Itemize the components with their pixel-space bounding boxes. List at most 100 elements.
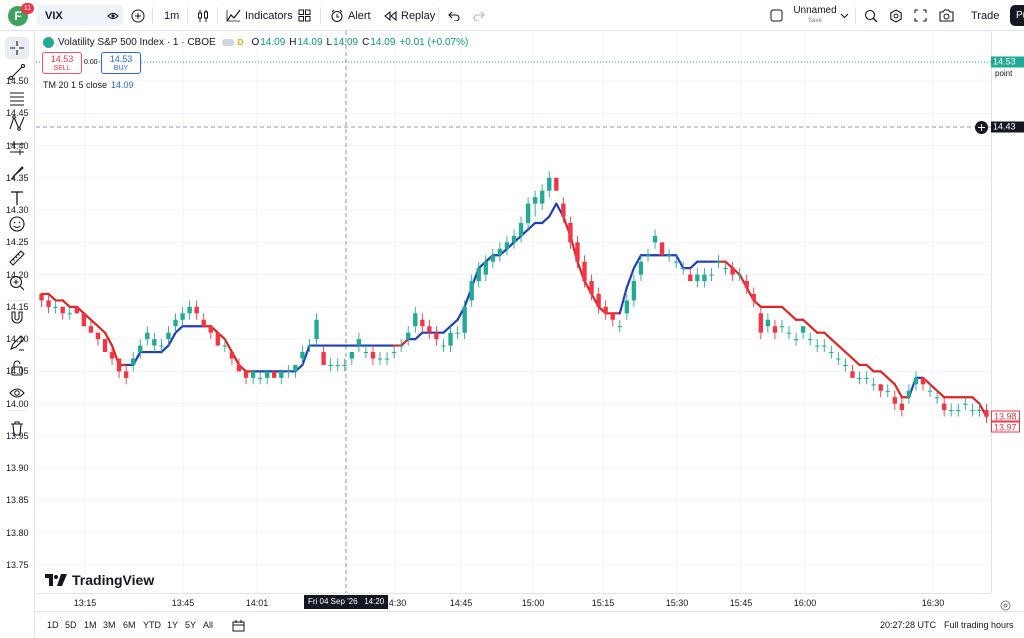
spread-value: 0.00 xyxy=(84,59,98,66)
price-axis-unit[interactable]: point xyxy=(995,69,1013,78)
snapshot-camera-icon[interactable] xyxy=(939,0,954,31)
crosshair-tool-icon[interactable] xyxy=(5,37,29,59)
tm-line-segment xyxy=(47,292,57,302)
market-open-status-icon[interactable] xyxy=(43,36,54,48)
trend-line-tool-icon[interactable] xyxy=(5,61,29,83)
candle xyxy=(956,403,961,417)
range-button-1d[interactable]: 1D xyxy=(47,620,59,630)
axis-settings-icon[interactable] xyxy=(1000,598,1011,616)
symbol-eye-icon[interactable] xyxy=(107,0,119,31)
symbol-title[interactable]: Volatility S&P 500 Index · 1 · CBOE xyxy=(58,36,216,48)
notification-badge[interactable]: 11 xyxy=(21,3,34,14)
buy-button[interactable]: 14.53 BUY xyxy=(101,52,141,74)
sell-button[interactable]: 14.53 SELL xyxy=(42,52,82,74)
candle xyxy=(871,377,876,391)
time-axis[interactable] xyxy=(36,593,991,610)
candle-body xyxy=(645,255,651,257)
redo-icon[interactable] xyxy=(473,0,485,31)
compare-add-icon[interactable] xyxy=(131,0,145,31)
crosshair-add-icon[interactable] xyxy=(975,121,988,134)
candle-body xyxy=(413,313,418,327)
emoji-icon[interactable] xyxy=(5,213,29,235)
candle xyxy=(321,345,326,365)
zoom-in-icon[interactable] xyxy=(5,272,29,294)
range-button-1y[interactable]: 1Y xyxy=(167,620,179,630)
candle xyxy=(934,390,940,404)
range-button-all[interactable]: All xyxy=(203,620,214,630)
lock-drawings-icon[interactable] xyxy=(5,357,29,379)
trade-button[interactable]: Trade xyxy=(971,0,999,31)
ruler-measure-icon[interactable] xyxy=(5,247,29,269)
candle-body xyxy=(483,261,488,275)
range-button-6m[interactable]: 6M xyxy=(123,620,136,630)
candle xyxy=(335,358,340,372)
price-axis[interactable]: point xyxy=(991,31,1024,593)
candle-body xyxy=(46,300,51,307)
undo-icon[interactable] xyxy=(448,0,460,31)
replay-button[interactable]: Replay xyxy=(384,0,435,31)
publish-button[interactable]: Pu xyxy=(1010,5,1024,26)
pattern-tool-icon[interactable] xyxy=(5,112,29,134)
brush-tool-icon[interactable] xyxy=(5,162,29,184)
candle-body xyxy=(920,377,926,385)
alert-button[interactable]: Alert xyxy=(330,0,371,31)
candle xyxy=(116,358,122,378)
tm-line-segment xyxy=(879,370,889,379)
candle xyxy=(314,313,319,346)
range-button-ytd[interactable]: YTD xyxy=(143,620,161,630)
text-tool-icon[interactable] xyxy=(5,187,29,209)
layout-checkbox-icon[interactable] xyxy=(770,0,783,31)
range-button-5y[interactable]: 5Y xyxy=(185,620,197,630)
magnet-icon[interactable] xyxy=(5,307,29,329)
candle-body xyxy=(229,352,235,359)
candle-body xyxy=(822,345,827,347)
fullscreen-icon[interactable] xyxy=(914,0,927,31)
range-button-3m[interactable]: 3M xyxy=(103,620,116,630)
range-button-1m[interactable]: 1M xyxy=(84,620,97,630)
remove-drawings-trash-icon[interactable] xyxy=(5,417,29,439)
stay-in-drawing-mode-icon[interactable] xyxy=(5,332,29,354)
hide-drawings-eye-icon[interactable] xyxy=(5,382,29,404)
fib-retracement-tool-icon[interactable] xyxy=(5,87,29,109)
settings-gear-icon[interactable] xyxy=(889,0,903,31)
candle xyxy=(455,326,460,340)
interval-button[interactable]: 1m xyxy=(164,0,179,31)
candle xyxy=(286,364,291,378)
templates-icon[interactable] xyxy=(298,0,311,31)
date-range-calendar-icon[interactable] xyxy=(232,619,245,637)
tm-line-segment xyxy=(61,299,71,308)
candle-body xyxy=(131,358,136,365)
candle xyxy=(391,345,397,359)
tm-line-segment xyxy=(787,312,798,321)
candle-body xyxy=(67,313,72,315)
tm-line-segment xyxy=(936,389,946,399)
quick-search-icon[interactable] xyxy=(864,0,878,31)
session-selector[interactable]: Full trading hours xyxy=(944,620,1014,630)
indicators-button[interactable]: Indicators xyxy=(226,0,293,31)
layout-name-button[interactable]: Unnamed Save xyxy=(790,5,840,25)
candle-body xyxy=(173,319,178,327)
candle xyxy=(822,339,827,353)
chart-type-candles-icon[interactable] xyxy=(196,0,210,31)
symbol-search-input[interactable]: VIX xyxy=(37,5,123,26)
forecasting-tool-icon[interactable] xyxy=(5,137,29,159)
candle-body xyxy=(152,339,157,346)
indicators-label: Indicators xyxy=(245,9,293,22)
indicator-legend[interactable]: TM 20 1 5 close 14.09 xyxy=(43,80,134,90)
sell-label: SELL xyxy=(53,65,71,72)
candle xyxy=(920,377,926,391)
candle xyxy=(885,384,890,398)
utc-clock[interactable]: 20:27:28 UTC xyxy=(880,620,937,630)
tm-line-segment xyxy=(886,376,896,386)
indicator-value: 14.09 xyxy=(111,80,134,90)
layout-chevron-down-icon[interactable] xyxy=(840,0,849,31)
candle xyxy=(878,384,883,398)
candle-body xyxy=(723,268,728,270)
tm-line-segment xyxy=(851,357,861,367)
candle xyxy=(406,326,411,346)
legend-toggle-icon[interactable] xyxy=(221,38,234,46)
range-button-5d[interactable]: 5D xyxy=(65,620,77,630)
candle-body xyxy=(892,397,897,404)
candle xyxy=(180,306,185,327)
